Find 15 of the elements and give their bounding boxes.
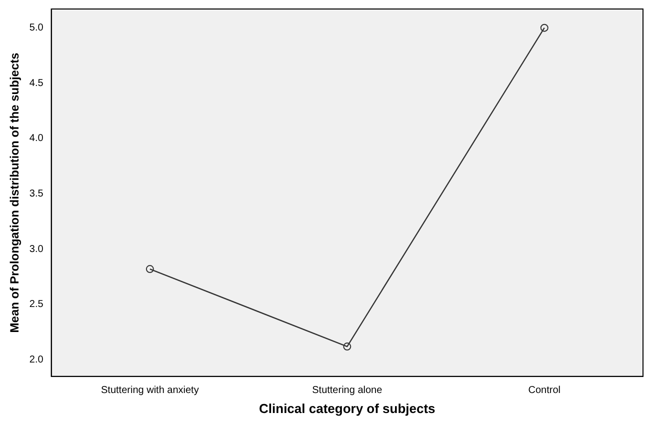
x-axis-title: Clinical category of subjects xyxy=(259,400,436,416)
y-tick-label: 3.5 xyxy=(29,188,44,200)
y-tick-label: 2.0 xyxy=(29,354,44,366)
y-axis-title: Mean of Prolongation distribution of the subjects xyxy=(8,52,22,333)
x-tick-label: Stuttering alone xyxy=(312,385,383,396)
y-tick-label: 2.5 xyxy=(29,299,44,310)
x-tick-label: Control xyxy=(528,385,561,396)
x-tick-label: Stuttering with anxiety xyxy=(101,385,199,396)
point xyxy=(146,265,154,274)
y-tick-label: 3.0 xyxy=(29,244,44,255)
y-tick-label: 4.5 xyxy=(29,78,44,89)
y-tick-label: 4.0 xyxy=(29,133,44,144)
point xyxy=(540,24,548,32)
y-tick-label: 5.0 xyxy=(29,22,44,34)
point xyxy=(343,342,352,351)
